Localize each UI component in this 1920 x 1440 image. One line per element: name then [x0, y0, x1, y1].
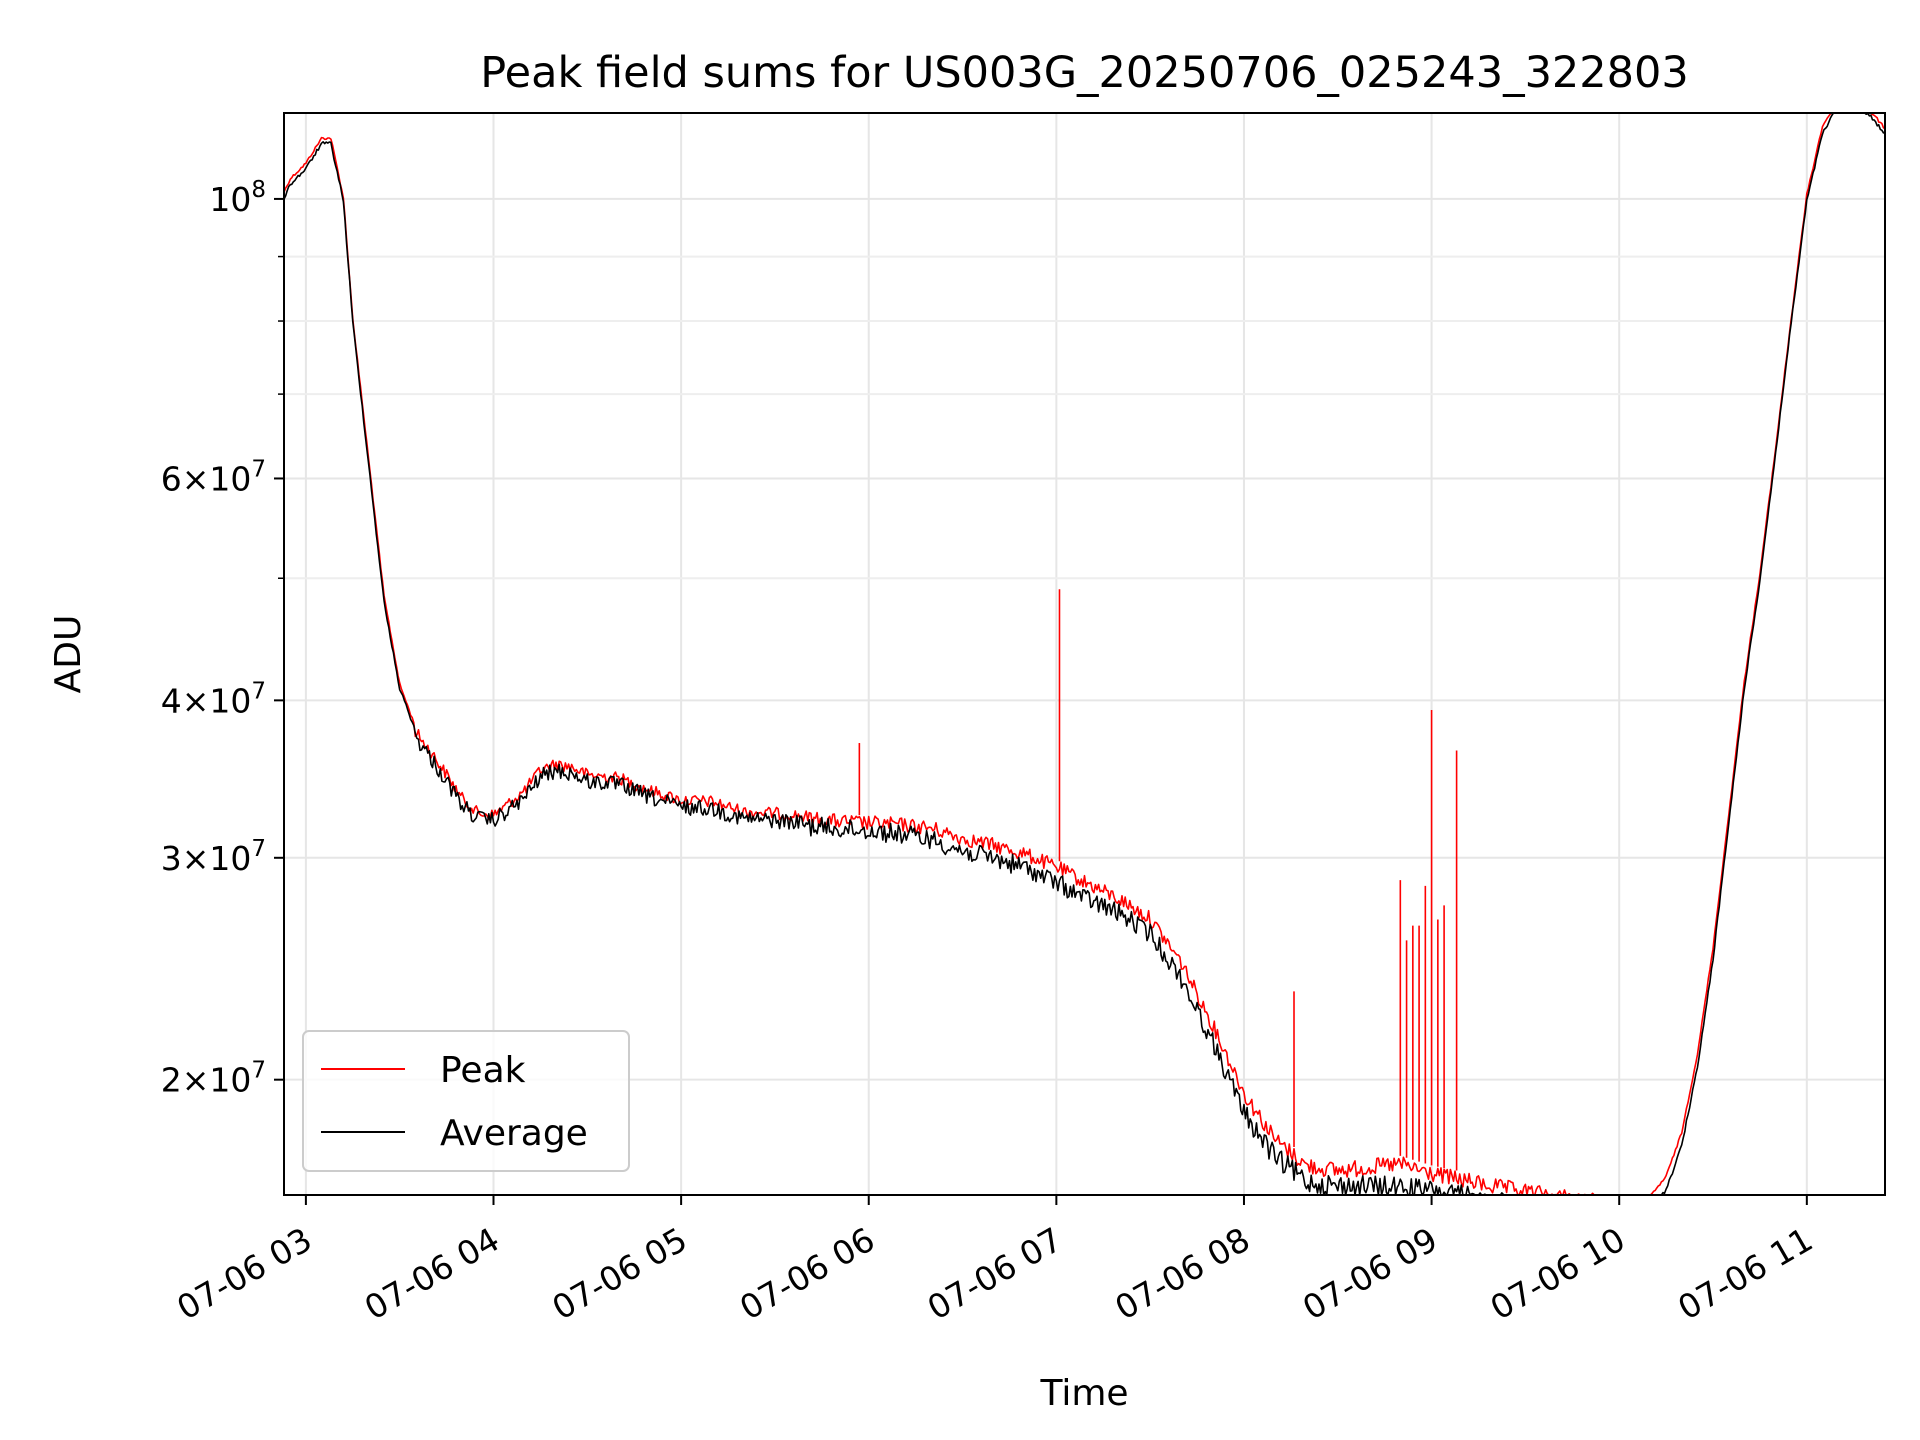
chart-title: Peak field sums for US003G_20250706_0252…: [480, 48, 1688, 98]
legend: Peak Average: [303, 1031, 629, 1171]
x-axis-label: Time: [1039, 1373, 1128, 1414]
legend-label-peak: Peak: [440, 1050, 526, 1091]
y-axis-label: ADU: [48, 615, 89, 694]
chart: 07-06 03 07-06 04 07-06 05 07-06 06 07-06 07…: [0, 0, 1920, 1440]
legend-label-average: Average: [440, 1113, 588, 1154]
y-tick-label: 2×107: [161, 1058, 266, 1100]
figure-background: [0, 0, 1920, 1440]
y-tick-label: 4×107: [161, 678, 266, 720]
y-tick-label: 6×107: [161, 456, 266, 498]
y-tick-label: 3×107: [161, 836, 266, 878]
